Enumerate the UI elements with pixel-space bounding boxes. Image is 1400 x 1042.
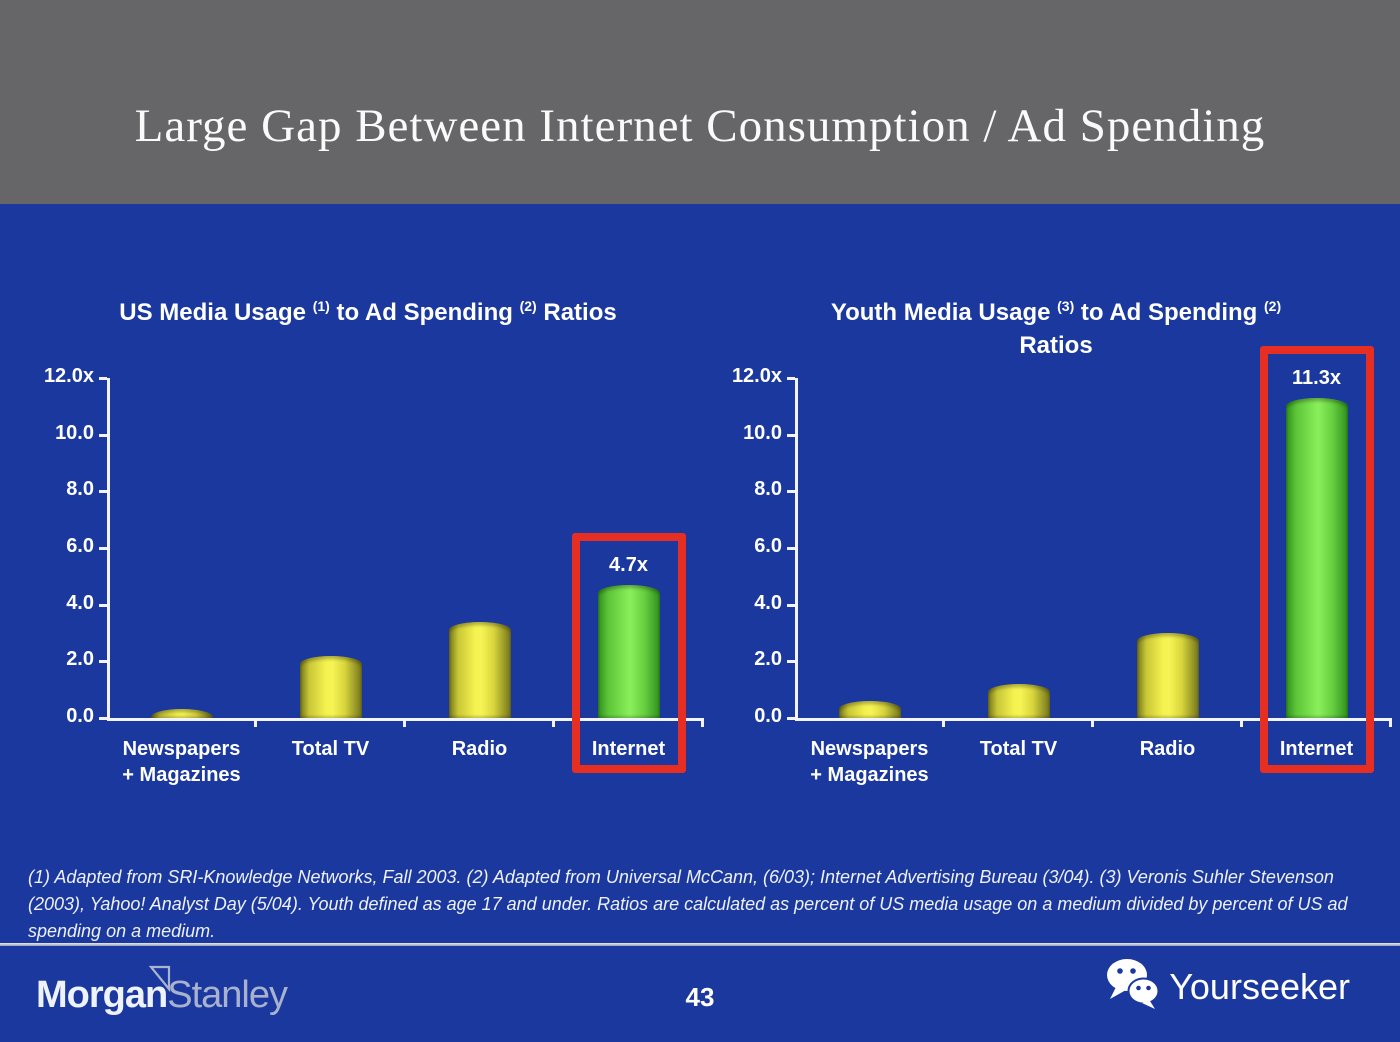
y-axis-tick xyxy=(787,377,795,380)
bar-newspapers-magazines xyxy=(150,709,213,718)
chart-title-superscript: (2) xyxy=(1264,298,1282,314)
chart-title-superscript: (2) xyxy=(519,298,537,314)
title-bar: Large Gap Between Internet Consumption /… xyxy=(0,0,1400,204)
chart-title-superscript: (3) xyxy=(1057,298,1075,314)
x-axis-tick xyxy=(552,718,555,727)
y-tick-label: 8.0 xyxy=(66,478,94,501)
y-tick-label: 6.0 xyxy=(754,535,782,557)
chart-title: Youth Media Usage (3) to Ad Spending (2)… xyxy=(718,290,1394,362)
chart-title-text: to Ad Spending xyxy=(329,299,520,326)
highlight-box xyxy=(571,533,686,773)
bar-internet xyxy=(1285,398,1348,718)
y-axis-tick xyxy=(99,660,107,664)
morgan-stanley-flag-icon xyxy=(148,960,174,1003)
y-axis-tick xyxy=(787,547,795,550)
bar-newspapers-magazines xyxy=(838,701,901,718)
y-tick-label: 2.0 xyxy=(66,648,94,671)
y-tick-label: 6.0 xyxy=(66,535,94,557)
chart-title-text: Youth Media Usage xyxy=(830,299,1058,326)
category-label: Radio xyxy=(1139,738,1196,760)
bar-total-tv xyxy=(299,656,362,718)
bar-radio xyxy=(448,622,511,718)
morgan-stanley-logo-part2: Stanley xyxy=(167,974,288,1016)
bar-radio xyxy=(1136,633,1199,718)
plot-area: 12.0x 10.0 8.0 6.0 4.0 2.0 0.0 Newspapers + Maga… xyxy=(718,346,1394,793)
category-label: Internet xyxy=(1279,738,1354,760)
plot-area: 12.0x 10.0 8.0 6.0 4.0 2.0 0.0 Newspapers + Maga… xyxy=(30,365,706,793)
y-axis-tick xyxy=(99,490,107,494)
category-label: Internet xyxy=(591,738,666,760)
y-tick-label: 12.0x xyxy=(43,365,94,387)
category-label: Newspapers + Magazines xyxy=(122,738,241,786)
category-label: Newspapers + Magazines xyxy=(810,738,929,786)
y-axis xyxy=(107,378,110,721)
footnote: (1) Adapted from SRI-Knowledge Networks,… xyxy=(28,867,1348,941)
x-axis-tick xyxy=(1389,718,1392,727)
x-axis-tick xyxy=(942,718,945,727)
chart-title-text: US Media Usage xyxy=(119,299,313,326)
y-tick-label: 2.0 xyxy=(754,648,782,671)
y-axis-tick xyxy=(99,377,107,380)
y-axis-tick xyxy=(787,433,795,437)
chart-title-text: to Ad Spending xyxy=(1074,299,1264,326)
y-tick-label: 0.0 xyxy=(754,705,782,727)
y-axis-tick xyxy=(787,717,795,720)
chart-us-media-usage: US Media Usage (1) to Ad Spending (2) Ra… xyxy=(30,288,706,793)
y-axis-tick xyxy=(99,603,107,607)
y-tick-label: 4.0 xyxy=(754,591,782,614)
highlight-box xyxy=(1259,346,1374,773)
bar-value-label: 4.7x xyxy=(609,554,648,576)
y-axis-tick xyxy=(787,660,795,664)
x-axis-tick xyxy=(701,718,704,727)
y-axis-tick xyxy=(99,547,107,550)
y-axis-tick xyxy=(787,490,795,494)
chart-title: US Media Usage (1) to Ad Spending (2) Ra… xyxy=(30,290,706,329)
y-axis xyxy=(795,378,798,721)
x-axis-tick xyxy=(403,718,406,727)
morgan-stanley-logo-part1: Morgan xyxy=(36,974,168,1016)
footer-divider xyxy=(0,943,1400,946)
chart-youth-media-usage: Youth Media Usage (3) to Ad Spending (2)… xyxy=(718,288,1394,793)
category-label: Total TV xyxy=(291,738,370,760)
y-tick-label: 4.0 xyxy=(66,591,94,614)
y-tick-label: 10.0 xyxy=(743,421,782,444)
bar-total-tv xyxy=(987,684,1050,718)
y-axis-tick xyxy=(99,717,107,720)
slide-title: Large Gap Between Internet Consumption /… xyxy=(134,100,1266,152)
footer: MorganStanley 43 xyxy=(0,946,1400,1042)
category-label: Radio xyxy=(451,738,508,760)
chart-title-superscript: (1) xyxy=(312,298,330,314)
page-number: 43 xyxy=(685,982,715,1012)
x-axis-tick xyxy=(1091,718,1094,727)
x-axis-tick xyxy=(1240,718,1243,727)
chart-title-text: Ratios xyxy=(536,299,617,326)
y-tick-label: 8.0 xyxy=(754,478,782,501)
watermark-text: Yourseeker xyxy=(1169,965,1350,1007)
y-axis-tick xyxy=(787,603,795,607)
wechat-icon xyxy=(1106,958,1160,1015)
chart-title-line2: Ratios xyxy=(1019,332,1093,359)
y-axis-tick xyxy=(99,433,107,437)
bar-internet xyxy=(597,585,660,718)
bar-value-label: 11.3x xyxy=(1292,367,1341,389)
x-axis-tick xyxy=(254,718,257,727)
watermark: Yourseeker xyxy=(1106,958,1350,1015)
morgan-stanley-logo: MorganStanley xyxy=(36,965,288,1017)
y-tick-label: 0.0 xyxy=(66,705,94,727)
category-label: Total TV xyxy=(979,738,1058,760)
y-tick-label: 12.0x xyxy=(731,365,782,387)
y-tick-label: 10.0 xyxy=(55,421,94,444)
